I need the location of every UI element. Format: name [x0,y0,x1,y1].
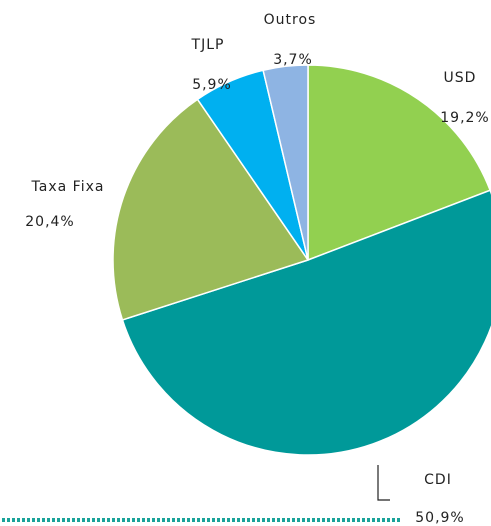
category-label: Outros [264,12,317,28]
pie-slice [262,64,309,261]
value-label: 3,7% [273,52,313,68]
leader-line [377,465,390,501]
value-label: 50,9% [415,510,464,526]
category-label: TJLP [191,37,225,53]
pie-slice [112,98,310,321]
value-label: 5,9% [192,77,232,93]
value-label: 20,4% [25,214,74,230]
value-label: 19,2% [440,110,489,126]
pie-slice [121,189,491,456]
category-label: USD [444,70,477,86]
category-label: Taxa Fixa [31,179,105,195]
pie-slice [307,64,491,262]
category-label: CDI [424,472,452,488]
